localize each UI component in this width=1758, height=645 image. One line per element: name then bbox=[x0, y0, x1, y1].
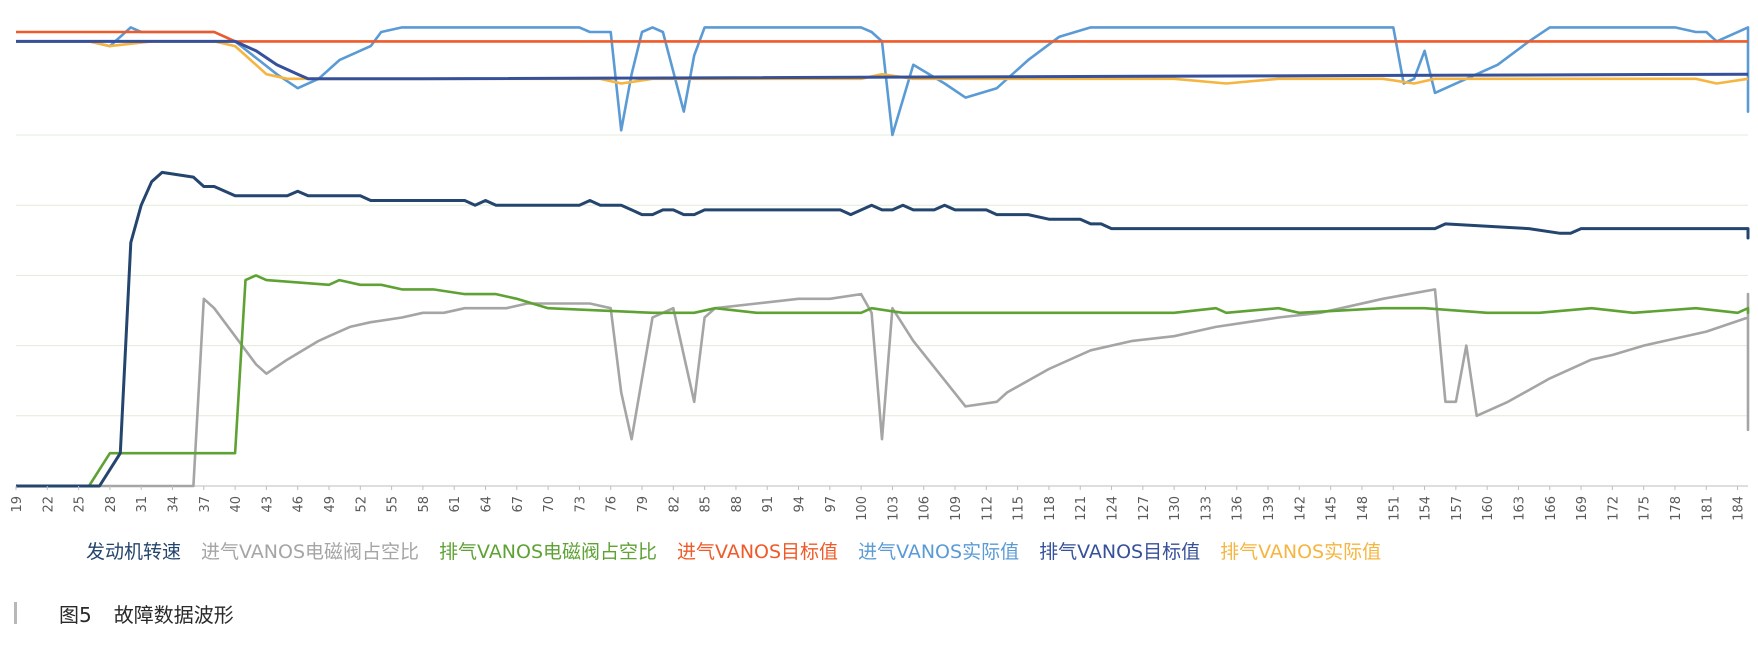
series-line-4 bbox=[16, 26, 1750, 137]
x-tick-label: 19 bbox=[10, 496, 25, 513]
x-tick-label: 118 bbox=[1043, 496, 1058, 521]
x-tick-label: 22 bbox=[41, 496, 56, 513]
x-tick-label: 127 bbox=[1137, 496, 1152, 521]
x-tick-label: 124 bbox=[1106, 496, 1121, 521]
x-tick-label: 61 bbox=[448, 496, 463, 513]
caption-figure-number: 图5 bbox=[59, 602, 92, 627]
x-tick-label: 88 bbox=[730, 496, 745, 513]
x-tick-label: 97 bbox=[824, 496, 839, 513]
series-line-0 bbox=[16, 170, 1750, 488]
x-tick-label: 103 bbox=[886, 496, 901, 521]
x-tick-label: 106 bbox=[918, 496, 933, 521]
x-tick-label: 109 bbox=[949, 496, 964, 521]
x-tick-label: 25 bbox=[73, 496, 88, 513]
x-tick-label: 115 bbox=[1012, 496, 1027, 521]
x-tick-label: 112 bbox=[980, 496, 995, 521]
x-tick-label: 79 bbox=[636, 496, 651, 513]
x-tick-label: 52 bbox=[354, 496, 369, 513]
x-tick-label: 55 bbox=[386, 496, 401, 513]
x-tick-label: 148 bbox=[1356, 496, 1371, 521]
legend-item-0: 发动机转速 bbox=[86, 541, 182, 563]
x-tick-label: 46 bbox=[292, 496, 307, 513]
x-tick-label: 142 bbox=[1293, 496, 1308, 521]
x-tick-label: 139 bbox=[1262, 496, 1277, 521]
x-tick-label: 43 bbox=[260, 496, 275, 513]
x-tick-label: 160 bbox=[1481, 496, 1496, 521]
x-tick-label: 37 bbox=[198, 496, 213, 513]
x-tick-label: 178 bbox=[1669, 496, 1684, 521]
x-tick-label: 91 bbox=[761, 496, 776, 513]
x-tick-label: 76 bbox=[605, 496, 620, 513]
x-tick-label: 136 bbox=[1231, 496, 1246, 521]
x-tick-label: 67 bbox=[511, 496, 526, 513]
series-line-2 bbox=[16, 274, 1750, 488]
x-tick-label: 181 bbox=[1700, 496, 1715, 521]
x-tick-label: 145 bbox=[1325, 496, 1340, 521]
x-tick-label: 133 bbox=[1199, 496, 1214, 521]
x-tick-label: 64 bbox=[480, 496, 495, 513]
chart-legend: 发动机转速 进气VANOS电磁阀占空比 排气VANOS电磁阀占空比 进气VANOS目标… bbox=[86, 537, 1381, 567]
x-tick-label: 28 bbox=[104, 496, 119, 513]
caption-title: 故障数据波形 bbox=[113, 602, 234, 627]
chart-series bbox=[16, 26, 1750, 488]
x-tick-label: 34 bbox=[167, 496, 182, 513]
x-tick-label: 49 bbox=[323, 496, 338, 513]
x-tick-label: 94 bbox=[793, 496, 808, 513]
x-tick-label: 151 bbox=[1387, 496, 1402, 521]
x-tick-label: 154 bbox=[1419, 496, 1434, 521]
x-tick-label: 70 bbox=[542, 496, 557, 513]
x-tick-label: 82 bbox=[667, 496, 682, 513]
legend-item-2: 排气VANOS电磁阀占空比 bbox=[439, 541, 658, 563]
x-tick-label: 166 bbox=[1544, 496, 1559, 521]
x-tick-label: 58 bbox=[417, 496, 432, 513]
x-tick-label: 121 bbox=[1074, 496, 1089, 521]
x-tick-label: 85 bbox=[699, 496, 714, 513]
x-tick-label: 169 bbox=[1575, 496, 1590, 521]
x-tick-label: 31 bbox=[135, 496, 150, 513]
x-tick-label: 172 bbox=[1606, 496, 1621, 521]
caption-marker bbox=[14, 602, 17, 624]
x-tick-label: 40 bbox=[229, 496, 244, 513]
legend-item-4: 进气VANOS实际值 bbox=[858, 541, 1020, 563]
x-tick-label: 163 bbox=[1512, 496, 1527, 521]
legend-item-1: 进气VANOS电磁阀占空比 bbox=[201, 541, 420, 563]
legend-item-3: 进气VANOS目标值 bbox=[677, 541, 839, 563]
series-line-5 bbox=[16, 39, 1749, 81]
x-tick-label: 157 bbox=[1450, 496, 1465, 521]
x-tick-label: 130 bbox=[1168, 496, 1183, 521]
legend-item-6: 排气VANOS实际值 bbox=[1220, 541, 1382, 563]
series-line-1 bbox=[16, 288, 1750, 488]
x-tick-label: 73 bbox=[573, 496, 588, 513]
chart-grid bbox=[16, 134, 1748, 487]
legend-item-5: 排气VANOS目标值 bbox=[1039, 541, 1201, 563]
x-tick-label: 184 bbox=[1732, 496, 1747, 521]
figure-caption: 图5 故障数据波形 bbox=[14, 598, 234, 628]
x-tick-label: 100 bbox=[855, 496, 870, 521]
x-axis-ticks: 19 22 25 28 31 34 37 40 43 46 49 52 55 58 61 64 67 70 73 76… bbox=[10, 486, 1747, 521]
x-tick-label: 175 bbox=[1638, 496, 1653, 521]
